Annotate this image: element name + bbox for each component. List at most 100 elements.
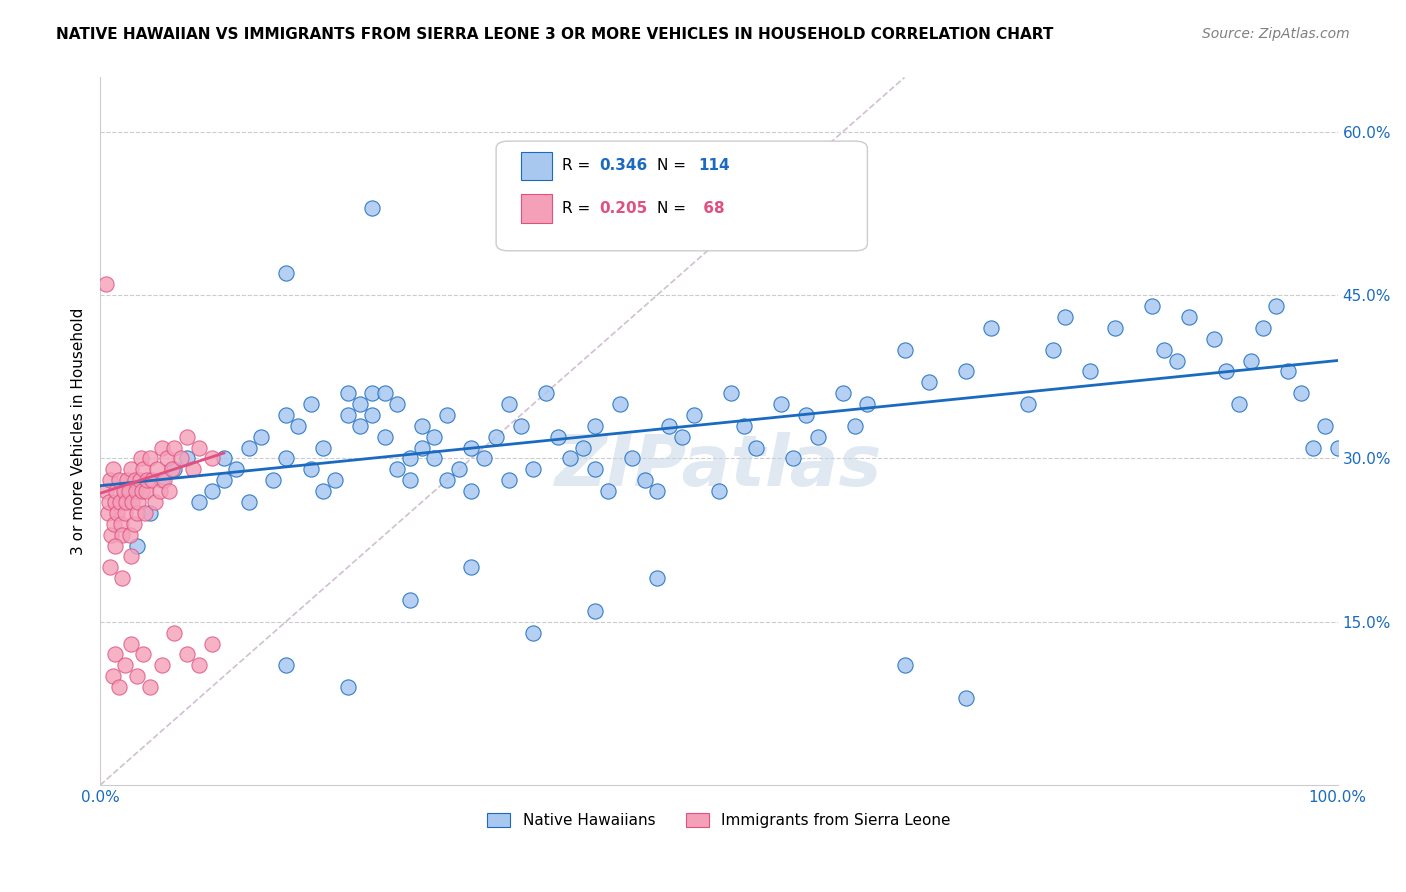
Immigrants from Sierra Leone [134, 506, 156, 520]
Immigrants from Sierra Leone [120, 462, 142, 476]
Immigrants from Sierra Leone [188, 441, 211, 455]
Native Hawaiians [460, 484, 482, 499]
Immigrants from Sierra Leone [146, 462, 169, 476]
Native Hawaiians [560, 451, 582, 466]
Immigrants from Sierra Leone [136, 473, 159, 487]
Native Hawaiians [733, 418, 755, 433]
Native Hawaiians [423, 451, 446, 466]
Immigrants from Sierra Leone [104, 495, 127, 509]
Native Hawaiians [200, 484, 222, 499]
Immigrants from Sierra Leone [98, 473, 121, 487]
Immigrants from Sierra Leone [127, 669, 149, 683]
Immigrants from Sierra Leone [114, 506, 136, 520]
Native Hawaiians [398, 593, 420, 607]
Immigrants from Sierra Leone [111, 571, 134, 585]
Immigrants from Sierra Leone [107, 680, 129, 694]
Native Hawaiians [645, 571, 668, 585]
Native Hawaiians [411, 418, 433, 433]
Immigrants from Sierra Leone [156, 451, 179, 466]
Native Hawaiians [583, 418, 606, 433]
Immigrants from Sierra Leone [101, 462, 124, 476]
Legend: Native Hawaiians, Immigrants from Sierra Leone: Native Hawaiians, Immigrants from Sierra… [481, 806, 956, 834]
Native Hawaiians [1104, 321, 1126, 335]
Text: R =: R = [562, 159, 595, 173]
Native Hawaiians [893, 343, 915, 357]
Native Hawaiians [1302, 441, 1324, 455]
Text: 0.346: 0.346 [599, 159, 647, 173]
Native Hawaiians [1202, 332, 1225, 346]
Native Hawaiians [299, 397, 322, 411]
Native Hawaiians [312, 441, 335, 455]
Native Hawaiians [238, 441, 260, 455]
Immigrants from Sierra Leone [108, 495, 131, 509]
Immigrants from Sierra Leone [96, 277, 118, 292]
Native Hawaiians [374, 430, 396, 444]
Immigrants from Sierra Leone [153, 473, 176, 487]
Native Hawaiians [472, 451, 495, 466]
Native Hawaiians [336, 680, 359, 694]
Immigrants from Sierra Leone [97, 495, 120, 509]
Native Hawaiians [633, 473, 655, 487]
Native Hawaiians [485, 430, 508, 444]
Native Hawaiians [274, 451, 297, 466]
Immigrants from Sierra Leone [163, 441, 186, 455]
Native Hawaiians [447, 462, 470, 476]
Native Hawaiians [658, 418, 681, 433]
Immigrants from Sierra Leone [188, 658, 211, 673]
Immigrants from Sierra Leone [138, 451, 160, 466]
Native Hawaiians [1166, 353, 1188, 368]
Native Hawaiians [621, 451, 644, 466]
Text: N =: N = [657, 159, 690, 173]
Native Hawaiians [498, 397, 520, 411]
Native Hawaiians [1315, 418, 1337, 433]
Immigrants from Sierra Leone [114, 658, 136, 673]
Immigrants from Sierra Leone [163, 625, 186, 640]
Text: NATIVE HAWAIIAN VS IMMIGRANTS FROM SIERRA LEONE 3 OR MORE VEHICLES IN HOUSEHOLD : NATIVE HAWAIIAN VS IMMIGRANTS FROM SIERR… [56, 27, 1053, 42]
Native Hawaiians [398, 473, 420, 487]
Immigrants from Sierra Leone [132, 462, 155, 476]
Immigrants from Sierra Leone [104, 539, 127, 553]
Native Hawaiians [361, 386, 384, 401]
Native Hawaiians [212, 473, 235, 487]
Immigrants from Sierra Leone [107, 506, 129, 520]
Immigrants from Sierra Leone [132, 648, 155, 662]
Immigrants from Sierra Leone [128, 495, 150, 509]
Immigrants from Sierra Leone [115, 495, 138, 509]
Native Hawaiians [782, 451, 804, 466]
Native Hawaiians [385, 462, 408, 476]
Native Hawaiians [856, 397, 879, 411]
Immigrants from Sierra Leone [112, 484, 135, 499]
Immigrants from Sierra Leone [124, 473, 146, 487]
Native Hawaiians [1153, 343, 1175, 357]
Native Hawaiians [645, 484, 668, 499]
Immigrants from Sierra Leone [128, 473, 150, 487]
Native Hawaiians [522, 625, 544, 640]
Text: R =: R = [562, 201, 595, 216]
Native Hawaiians [534, 386, 557, 401]
Text: 114: 114 [697, 159, 730, 173]
Immigrants from Sierra Leone [176, 648, 198, 662]
Native Hawaiians [127, 539, 149, 553]
Native Hawaiians [188, 495, 211, 509]
Native Hawaiians [1215, 364, 1237, 378]
Native Hawaiians [1240, 353, 1263, 368]
Native Hawaiians [794, 408, 817, 422]
Immigrants from Sierra Leone [200, 636, 222, 650]
Native Hawaiians [374, 386, 396, 401]
Native Hawaiians [671, 430, 693, 444]
FancyBboxPatch shape [520, 194, 551, 222]
Immigrants from Sierra Leone [159, 484, 181, 499]
Immigrants from Sierra Leone [104, 648, 127, 662]
Native Hawaiians [583, 604, 606, 618]
Native Hawaiians [361, 408, 384, 422]
Immigrants from Sierra Leone [103, 516, 125, 531]
Text: N =: N = [657, 201, 690, 216]
Native Hawaiians [150, 473, 173, 487]
Native Hawaiians [509, 418, 531, 433]
Native Hawaiians [571, 441, 593, 455]
Native Hawaiians [769, 397, 792, 411]
Native Hawaiians [955, 364, 977, 378]
Native Hawaiians [138, 506, 160, 520]
Native Hawaiians [683, 408, 706, 422]
Native Hawaiians [522, 462, 544, 476]
